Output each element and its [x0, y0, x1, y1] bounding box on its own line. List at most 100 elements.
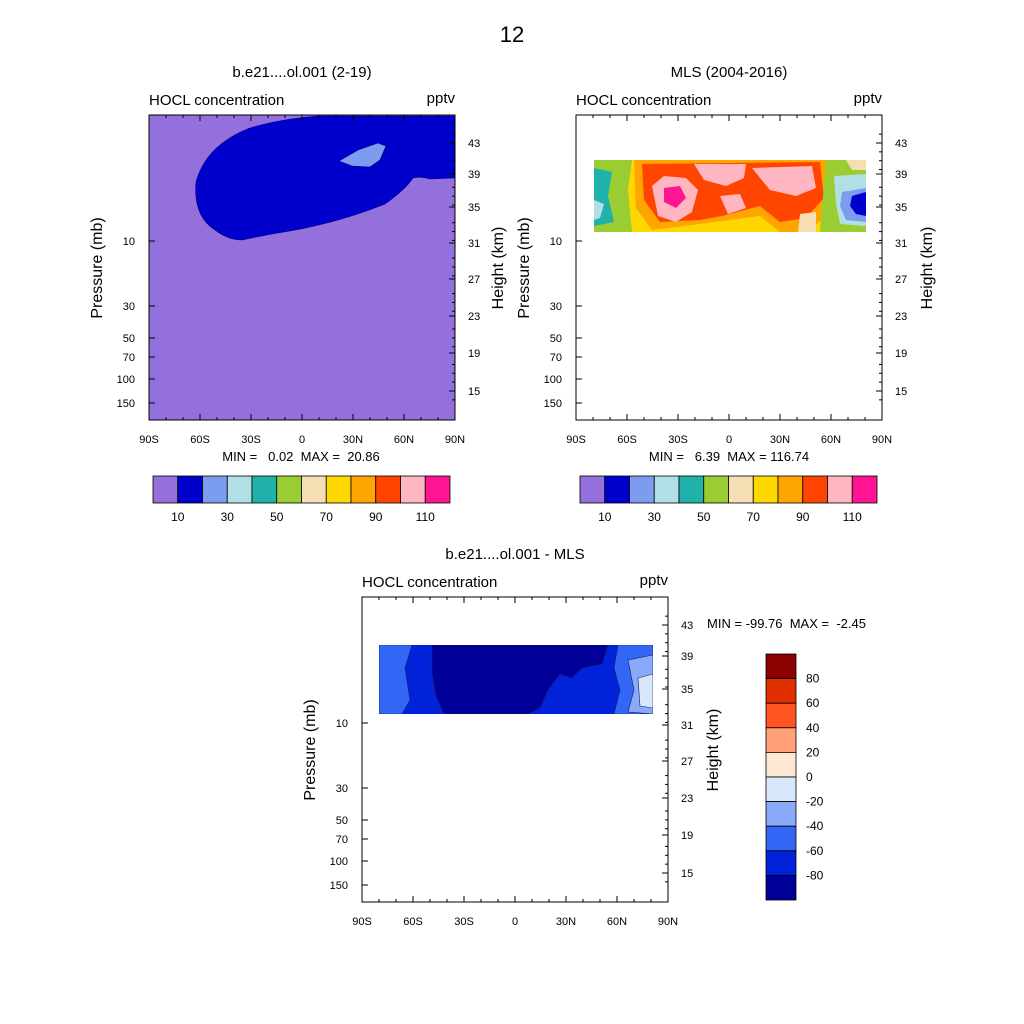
x-tick-label: 0 — [726, 434, 732, 446]
colorbar-label: 30 — [221, 510, 235, 524]
colorbar-box — [752, 475, 779, 504]
x-tick-label: 30N — [770, 434, 790, 446]
colorbar-label: 10 — [598, 510, 612, 524]
colorbar-label: 70 — [320, 510, 334, 524]
x-tick-label: 90N — [658, 916, 678, 928]
colorbar-box — [765, 801, 797, 827]
y2-tick-label: 39 — [681, 651, 693, 663]
x-tick-label: 30S — [454, 916, 474, 928]
colorbar-box — [765, 702, 797, 729]
colorbar-label: 110 — [843, 510, 862, 524]
y-tick-label: 100 — [330, 856, 348, 868]
y2-axis: 43 39 35 31 27 23 19 15 — [449, 133, 480, 401]
y-tick-label: 150 — [544, 398, 562, 410]
min-max-stats: MIN = 0.02 MAX = 20.86 — [222, 449, 380, 464]
field-dark-core — [431, 645, 609, 714]
x-axis: 90S 60S 30S 0 30N 60N 90N — [352, 597, 678, 928]
x-tick-label: 60N — [394, 434, 414, 446]
y2-axis: 43 39 35 31 27 23 19 15 — [876, 133, 907, 401]
colorbar: 10 30 50 70 90 110 — [579, 475, 878, 524]
colorbar-box — [765, 875, 797, 901]
y2-tick-label: 15 — [468, 386, 480, 398]
y2-tick-label: 23 — [681, 793, 693, 805]
y2-tick-label: 15 — [895, 386, 907, 398]
y2-tick-label: 23 — [895, 311, 907, 323]
colorbar-label: 0 — [806, 770, 813, 784]
y2-tick-label: 23 — [468, 311, 480, 323]
panel-mls: MLS (2004-2016) HOCL concentration pptv … — [516, 64, 936, 524]
y2-tick-label: 15 — [681, 868, 693, 880]
colorbar: 10 30 50 70 90 110 — [152, 475, 451, 524]
colorbar-box — [765, 678, 797, 704]
colorbar-label: 20 — [806, 745, 820, 759]
field-wheat-topright — [846, 160, 866, 170]
colorbar-box — [226, 475, 253, 504]
field-wheat — [798, 212, 816, 232]
contour-field — [149, 115, 455, 420]
panel-title: b.e21....ol.001 - MLS — [445, 546, 584, 563]
colorbar-box — [765, 727, 797, 753]
colorbar-box — [629, 475, 655, 504]
panel-title: MLS (2004-2016) — [671, 64, 788, 81]
y2-tick-label: 35 — [681, 684, 693, 696]
y-tick-label: 30 — [336, 783, 348, 795]
y2-tick-label: 35 — [468, 202, 480, 214]
y-tick-label: 100 — [117, 374, 135, 386]
units-label: pptv — [427, 90, 456, 107]
x-tick-label: 30S — [241, 434, 261, 446]
field-pink-c — [752, 166, 816, 196]
colorbar-box — [375, 475, 401, 504]
y-tick-label: 30 — [123, 301, 135, 313]
panel-title: b.e21....ol.001 (2-19) — [232, 64, 371, 81]
colorbar-label: 80 — [806, 672, 820, 686]
x-tick-label: 60S — [617, 434, 637, 446]
contour-field — [379, 645, 653, 714]
variable-label: HOCL concentration — [576, 92, 711, 109]
x-tick-label: 60N — [821, 434, 841, 446]
colorbar-label: 10 — [171, 510, 185, 524]
field-pink-d — [720, 194, 746, 214]
colorbar-label: 90 — [369, 510, 383, 524]
colorbar-label: -40 — [806, 819, 824, 833]
field-lightblue-left — [594, 200, 604, 220]
colorbar-box — [678, 475, 705, 504]
y2-axis-title: Height (km) — [919, 227, 936, 310]
y2-tick-label: 27 — [681, 756, 693, 768]
y-tick-label: 70 — [336, 834, 348, 846]
min-max-stats: MIN = 6.39 MAX = 116.74 — [649, 449, 809, 464]
y2-tick-label: 19 — [468, 348, 480, 360]
x-tick-label: 0 — [512, 916, 518, 928]
y2-axis-title: Height (km) — [705, 709, 722, 792]
colorbar-label: 90 — [796, 510, 810, 524]
colorbar-box — [851, 475, 878, 504]
y2-tick-label: 27 — [895, 274, 907, 286]
colorbar-box — [765, 825, 797, 852]
colorbar-box — [350, 475, 377, 504]
colorbar-box — [728, 475, 754, 504]
contour-field — [594, 160, 866, 232]
x-axis: 90S 60S 30S 0 30N 60N 90N — [566, 115, 892, 446]
x-tick-label: 90N — [445, 434, 465, 446]
x-tick-label: 30N — [556, 916, 576, 928]
y-tick-label: 150 — [117, 398, 135, 410]
y-tick-label: 10 — [550, 236, 562, 248]
y-tick-label: 30 — [550, 301, 562, 313]
y2-axis-title: Height (km) — [490, 227, 507, 310]
units-label: pptv — [854, 90, 883, 107]
variable-label: HOCL concentration — [149, 92, 284, 109]
colorbar-label: 110 — [416, 510, 435, 524]
colorbar-label: 50 — [697, 510, 711, 524]
y2-tick-label: 31 — [681, 720, 693, 732]
y2-tick-label: 19 — [681, 830, 693, 842]
x-tick-label: 60S — [190, 434, 210, 446]
y2-tick-label: 43 — [468, 138, 480, 150]
field-patch — [338, 142, 387, 168]
y-tick-label: 50 — [123, 333, 135, 345]
y-tick-label: 10 — [123, 236, 135, 248]
colorbar-box — [202, 475, 228, 504]
colorbar-box — [424, 475, 451, 504]
units-label: pptv — [640, 572, 669, 589]
y2-tick-label: 19 — [895, 348, 907, 360]
x-tick-label: 30S — [668, 434, 688, 446]
